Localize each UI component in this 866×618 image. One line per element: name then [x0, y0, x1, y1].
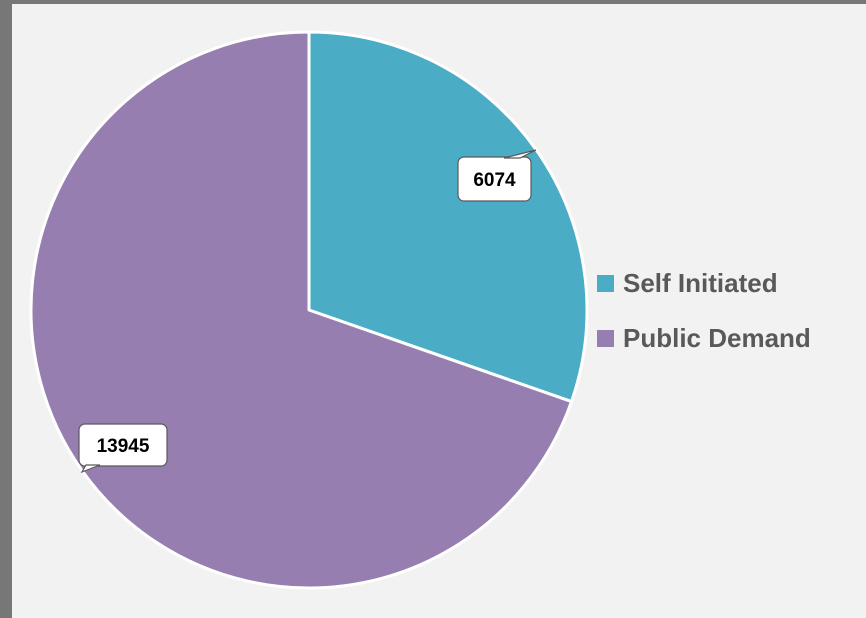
data-label-value: 6074 — [473, 170, 516, 191]
data-label-self-initiated: 6074 — [457, 149, 537, 202]
legend-swatch — [597, 275, 614, 292]
legend-item-self-initiated: Self Initiated — [597, 268, 778, 298]
data-label-box — [457, 156, 532, 202]
legend: Self Initiated Public Demand — [597, 268, 811, 353]
pie-slice-self-initiated — [307, 30, 589, 404]
data-label-box — [78, 423, 168, 467]
legend-swatch — [597, 330, 614, 347]
legend-item-public-demand: Public Demand — [597, 323, 811, 353]
data-label-value: 13945 — [97, 436, 150, 457]
legend-label: Self Initiated — [623, 268, 778, 298]
data-label-pointer — [80, 464, 101, 474]
pie-slices — [29, 30, 589, 590]
data-label-pointer — [503, 149, 537, 159]
data-label-public-demand: 13945 — [78, 423, 168, 474]
legend-label: Public Demand — [623, 323, 811, 353]
data-labels: 6074 13945 — [78, 149, 537, 474]
